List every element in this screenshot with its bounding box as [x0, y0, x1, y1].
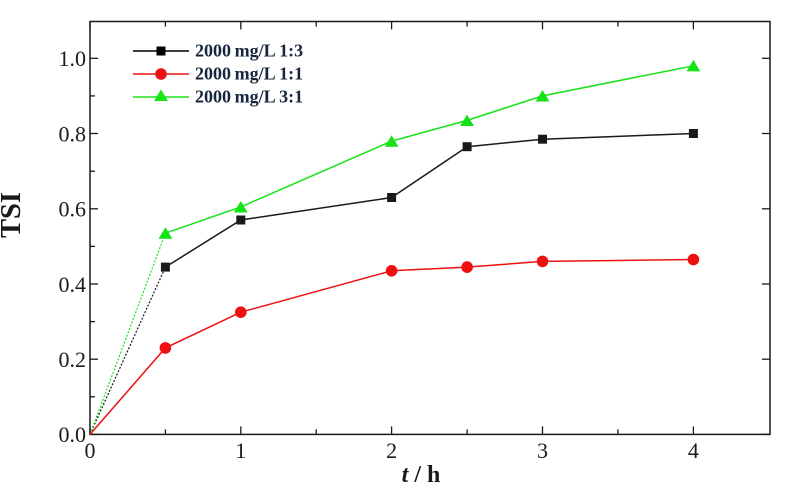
svg-text:2000 mg/L 3:1: 2000 mg/L 3:1 [195, 86, 303, 106]
svg-text:2000 mg/L 1:3: 2000 mg/L 1:3 [195, 40, 303, 60]
svg-text:2000 mg/L 1:1: 2000 mg/L 1:1 [195, 63, 303, 83]
svg-text:2: 2 [386, 438, 397, 463]
svg-text:TSI: TSI [0, 192, 27, 238]
svg-text:0.2: 0.2 [59, 347, 87, 372]
svg-text:1.0: 1.0 [59, 46, 87, 71]
svg-text:0.6: 0.6 [59, 197, 87, 222]
svg-text:3: 3 [537, 438, 548, 463]
svg-text:0.8: 0.8 [59, 122, 87, 147]
svg-text:0: 0 [85, 438, 96, 463]
svg-text:4: 4 [688, 438, 699, 463]
svg-text:0.4: 0.4 [59, 272, 87, 297]
svg-text:0.0: 0.0 [59, 422, 87, 447]
svg-text:1: 1 [235, 438, 246, 463]
svg-text:t / h: t / h [402, 462, 441, 488]
